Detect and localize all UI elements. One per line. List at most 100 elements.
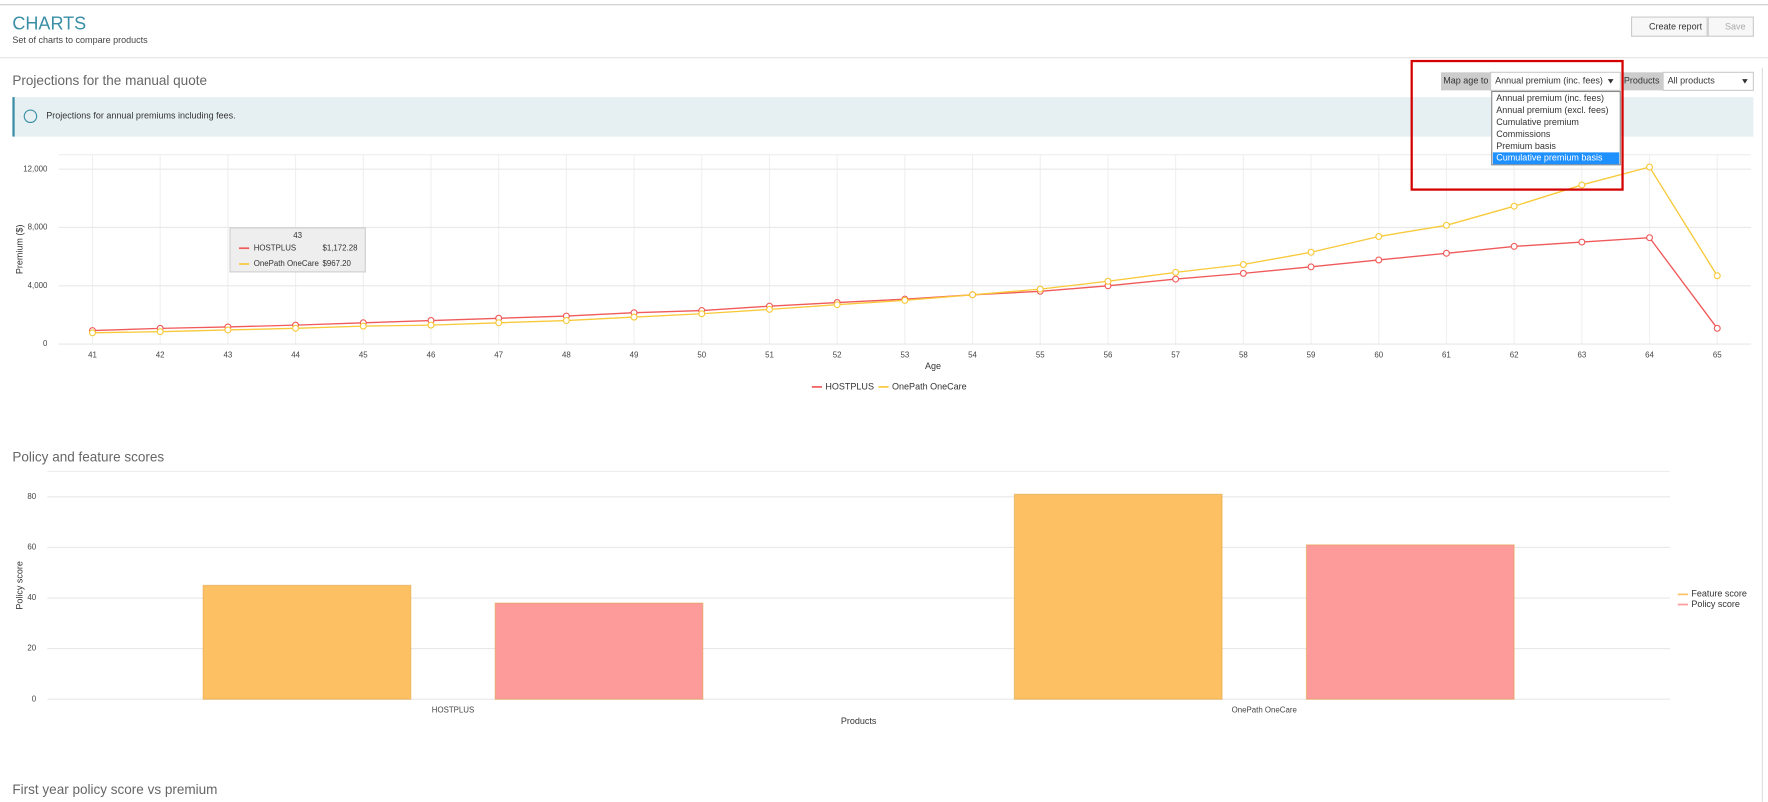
page-subtitle: Set of charts to compare products — [12, 35, 148, 45]
x-tick-label: 46 — [427, 350, 436, 359]
data-point[interactable] — [1036, 285, 1044, 293]
y-tick-label: 4,000 — [28, 281, 48, 290]
selected-option-bg — [1492, 152, 1620, 165]
data-point[interactable] — [1375, 233, 1383, 241]
x-tick-label: 44 — [291, 350, 300, 359]
data-point[interactable] — [1172, 275, 1180, 283]
x-tick-label: 58 — [1239, 350, 1248, 359]
data-point[interactable] — [495, 319, 503, 327]
data-point[interactable] — [1510, 242, 1518, 250]
info-bar — [12, 97, 15, 137]
select-arrow — [1607, 79, 1614, 84]
x-tick-label: HOSTPLUS — [432, 706, 474, 715]
data-point[interactable] — [1239, 261, 1247, 268]
data-point[interactable] — [1375, 256, 1383, 264]
legend-label[interactable]: HOSTPLUS — [825, 381, 874, 391]
dropdown-option[interactable]: Cumulative premium — [1496, 117, 1579, 127]
data-point[interactable] — [427, 321, 435, 329]
data-point[interactable] — [1578, 238, 1586, 246]
info-icon — [23, 109, 38, 124]
tooltip-value: $1,172.28 — [322, 243, 358, 252]
data-point[interactable] — [359, 322, 367, 330]
control-label-bg — [1621, 72, 1664, 91]
tooltip-name: OnePath OneCare — [254, 259, 320, 268]
create-report-button[interactable] — [1631, 16, 1708, 37]
button-label[interactable]: Save — [1725, 22, 1746, 32]
y-tick-label: 8,000 — [28, 223, 48, 232]
bar[interactable] — [1013, 493, 1223, 700]
dropdown-option[interactable]: Annual premium (excl. fees) — [1496, 105, 1608, 115]
x-tick-label: 62 — [1510, 350, 1519, 359]
bar[interactable] — [202, 584, 412, 700]
y-tick-label: 40 — [27, 593, 36, 602]
data-point[interactable] — [224, 326, 232, 334]
data-point[interactable] — [562, 317, 570, 325]
button-label[interactable]: Create report — [1649, 22, 1703, 32]
data-point[interactable] — [1713, 272, 1721, 280]
data-point[interactable] — [630, 313, 638, 321]
control-label: Products — [1624, 76, 1660, 86]
x-axis-label: Products — [841, 716, 877, 726]
y-tick-label: 60 — [27, 542, 36, 551]
select-value[interactable]: Annual premium (inc. fees) — [1495, 76, 1603, 86]
x-tick-label: OnePath OneCare — [1232, 706, 1298, 715]
x-tick-label: 59 — [1307, 350, 1316, 359]
x-tick-label: 47 — [494, 350, 503, 359]
x-tick-label: 50 — [697, 350, 706, 359]
section-title: First year policy score vs premium — [12, 782, 217, 797]
data-point[interactable] — [1104, 277, 1112, 285]
x-tick-label: 65 — [1713, 350, 1722, 359]
legend-label[interactable]: OnePath OneCare — [892, 381, 967, 391]
dropdown-option[interactable]: Cumulative premium basis — [1496, 153, 1603, 163]
data-point[interactable] — [1646, 163, 1654, 171]
data-point[interactable] — [1239, 269, 1247, 277]
info-text: Projections for annual premiums includin… — [46, 111, 235, 121]
x-tick-label: 64 — [1645, 350, 1654, 359]
section-title: Policy and feature scores — [12, 450, 164, 465]
save-button[interactable] — [1707, 16, 1754, 37]
dropdown-option[interactable]: Annual premium (inc. fees) — [1496, 93, 1604, 103]
x-tick-label: 54 — [968, 350, 977, 359]
control-label-bg — [1441, 72, 1491, 91]
data-point[interactable] — [1442, 221, 1450, 229]
x-tick-label: 53 — [900, 350, 909, 359]
data-point[interactable] — [969, 291, 977, 299]
select-value[interactable]: All products — [1668, 76, 1716, 86]
legend-label[interactable]: Feature score — [1691, 589, 1747, 599]
data-point[interactable] — [1172, 268, 1180, 276]
data-point[interactable] — [765, 305, 773, 313]
y-axis-label: Policy score — [15, 561, 25, 610]
tooltip-name: HOSTPLUS — [254, 243, 296, 252]
data-point[interactable] — [901, 296, 909, 304]
x-tick-label: 49 — [630, 350, 639, 359]
y-axis-label: Premium ($) — [15, 225, 25, 275]
data-point[interactable] — [156, 328, 164, 336]
data-point[interactable] — [1442, 249, 1450, 257]
legend-label[interactable]: Policy score — [1691, 599, 1740, 609]
x-tick-label: 60 — [1374, 350, 1383, 359]
x-tick-label: 55 — [1036, 350, 1045, 359]
data-point[interactable] — [1307, 263, 1315, 271]
data-point[interactable] — [833, 301, 841, 309]
y-tick-label: 0 — [32, 694, 37, 703]
data-point[interactable] — [1510, 202, 1518, 210]
data-point[interactable] — [1646, 234, 1654, 242]
data-point[interactable] — [1713, 324, 1721, 332]
map-select[interactable] — [1490, 71, 1621, 91]
x-tick-label: 42 — [156, 350, 165, 359]
data-point[interactable] — [1307, 248, 1315, 256]
info-banner — [12, 97, 1754, 137]
dropdown-option[interactable]: Commissions — [1496, 129, 1551, 139]
data-point[interactable] — [292, 324, 300, 332]
dropdown-option[interactable]: Premium basis — [1496, 141, 1556, 151]
overlay: Map age to Annual premium (inc. fees) Pr… — [1410, 59, 1754, 191]
products-select[interactable] — [1662, 71, 1754, 91]
data-point[interactable] — [698, 310, 706, 318]
bar[interactable] — [1305, 544, 1515, 700]
data-point[interactable] — [88, 329, 96, 337]
bar[interactable] — [494, 602, 704, 700]
data-point[interactable] — [1578, 181, 1586, 189]
tooltip — [229, 227, 366, 273]
